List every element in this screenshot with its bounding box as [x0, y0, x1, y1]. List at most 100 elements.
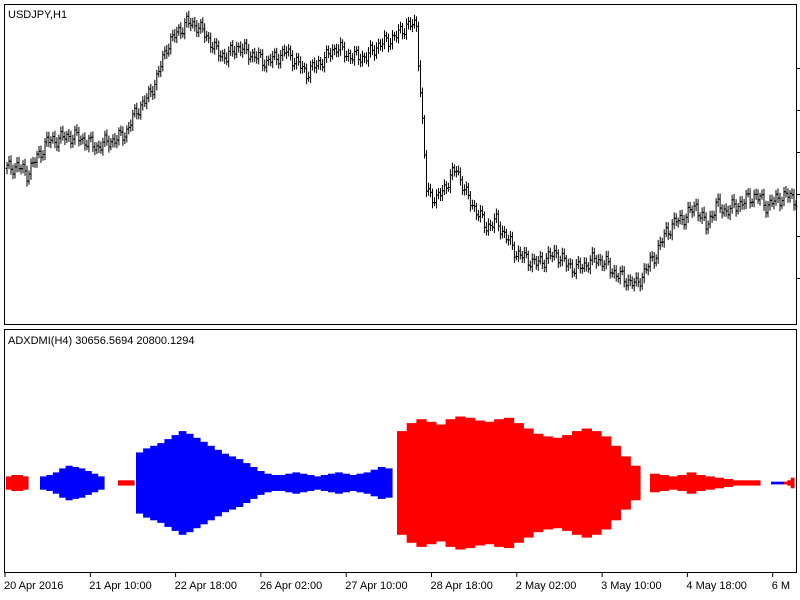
dmi-histogram-bar [750, 480, 761, 486]
dmi-histogram-bar [435, 424, 447, 542]
dmi-histogram-bar [370, 469, 379, 497]
dmi-histogram-bar [705, 476, 715, 490]
dmi-histogram-bar [157, 443, 165, 523]
dmi-histogram-bar [465, 417, 476, 549]
dmi-histogram-bar [185, 433, 194, 533]
dmi-histogram-bar [328, 473, 336, 493]
dmi-histogram-bar [313, 476, 322, 490]
dmi-histogram-bar [363, 472, 372, 494]
dmi-histogram-bar [126, 480, 135, 486]
dmi-histogram-bar [714, 477, 724, 489]
symbol-timeframe-label: USDJPY,H1 [8, 9, 67, 21]
dmi-histogram-bar [235, 459, 244, 507]
dmi-histogram-bar [777, 481, 785, 485]
time-tick-label: 20 Apr 2016 [4, 580, 63, 592]
dmi-histogram-bar [17, 475, 24, 491]
time-tick-label: 2 May 02:00 [516, 580, 577, 592]
dmi-histogram-bar [784, 481, 788, 485]
dmi-histogram-bar [150, 445, 158, 521]
dmi-histogram-bar [335, 472, 343, 494]
dmi-histogram-bar [630, 465, 641, 501]
dmi-histogram-bar [11, 475, 18, 491]
dmi-histogram-bar [741, 480, 752, 486]
dmi-histogram-bar [164, 439, 173, 527]
dmi-histogram-bar [503, 417, 515, 549]
dmi-histogram-bar [200, 441, 208, 525]
dmi-histogram-bar [228, 456, 237, 510]
dmi-histogram-bar [271, 475, 279, 491]
dmi-histogram-bar [787, 480, 792, 486]
dmi-histogram-bar [349, 475, 357, 491]
dmi-histogram-bar [384, 468, 393, 498]
dmi-histogram-bar [659, 475, 669, 491]
dmi-histogram-bar [299, 473, 308, 493]
time-tick-label: 3 May 10:00 [601, 580, 662, 592]
dmi-histogram-bar [686, 472, 697, 494]
dmi-histogram-bar [455, 416, 466, 550]
dmi-histogram-bar [22, 476, 29, 490]
price-axis-ticks [796, 68, 800, 279]
dmi-histogram-bar [84, 471, 92, 495]
dmi-histogram-bar [136, 452, 144, 514]
dmi-histogram-bar [668, 476, 679, 490]
dmi-histogram-bar [523, 428, 534, 538]
dmi-histogram-bar [221, 453, 229, 513]
dmi-histogram-bar [416, 419, 427, 547]
dmi-histogram-bar [732, 480, 743, 486]
time-tick-label: 28 Apr 18:00 [431, 580, 493, 592]
dmi-histogram-bar [426, 421, 437, 545]
dmi-histogram-bar [601, 436, 612, 530]
price-bars-layer [5, 10, 798, 292]
time-tick-label: 21 Apr 10:00 [89, 580, 151, 592]
dmi-histogram-bar [591, 431, 602, 535]
dmi-histogram-bar [40, 476, 47, 490]
dmi-histogram-bar [723, 479, 734, 487]
dmi-histogram-bar [306, 475, 315, 491]
dmi-histogram-bar [790, 477, 795, 489]
time-axis: 20 Apr 2016 21 Apr 10:00 22 Apr 18:00 26 Ap… [4, 573, 790, 592]
dmi-histogram-bar [695, 475, 706, 491]
dmi-histogram-bar [78, 468, 86, 498]
time-tick-label: 22 Apr 18:00 [175, 580, 237, 592]
dmi-histogram-bar [677, 475, 688, 491]
dmi-histogram-bar [91, 473, 99, 493]
dmi-histogram-bar [292, 472, 301, 494]
dmi-histogram-bar [610, 445, 622, 521]
time-tick-label: 27 Apr 10:00 [345, 580, 407, 592]
dmi-histogram-bar [581, 428, 592, 538]
dmi-histogram-bar [377, 467, 386, 499]
dmi-histogram-bar [52, 472, 60, 494]
price-bar [794, 200, 798, 210]
dmi-histogram-bar [397, 431, 408, 535]
dmi-histogram-bar [207, 445, 215, 521]
dmi-histogram-bar [533, 433, 544, 533]
dmi-histogram-bar [406, 423, 417, 543]
dmi-histogram-bar [771, 481, 779, 485]
time-tick-label: 6 M [772, 580, 790, 592]
dmi-histogram-bar [542, 436, 554, 530]
dmi-histogram-bar [264, 473, 272, 493]
dmi-histogram-bar [143, 448, 151, 518]
indicator-label: ADXDMI(H4) 30656.5694 20800.1294 [8, 335, 195, 347]
dmi-histogram-bar [65, 465, 73, 501]
dmi-histogram-bar [620, 456, 631, 510]
dmi-histogram-bar [342, 473, 350, 493]
dmi-histogram-bar [171, 435, 180, 531]
dmi-histogram-bar [650, 473, 660, 493]
dmi-histogram-bar [278, 475, 286, 491]
dmi-histogram-bar [445, 419, 456, 547]
time-tick-label: 4 May 18:00 [686, 580, 747, 592]
dmi-histogram-bar [6, 476, 13, 490]
dmi-histogram-bar [59, 468, 67, 498]
dmi-histogram-bar [97, 476, 105, 490]
price-pane[interactable] [4, 4, 797, 325]
dmi-histogram-bar [513, 423, 524, 543]
dmi-histogram-bar [256, 471, 265, 495]
dmi-histogram-bar [192, 437, 201, 529]
dmi-histogram-bar [494, 419, 505, 547]
dmi-histogram-bar [285, 473, 293, 493]
time-tick-label: 26 Apr 02:00 [260, 580, 322, 592]
dmi-histogram-bar [178, 431, 187, 535]
dmi-histogram-bar [484, 421, 495, 545]
